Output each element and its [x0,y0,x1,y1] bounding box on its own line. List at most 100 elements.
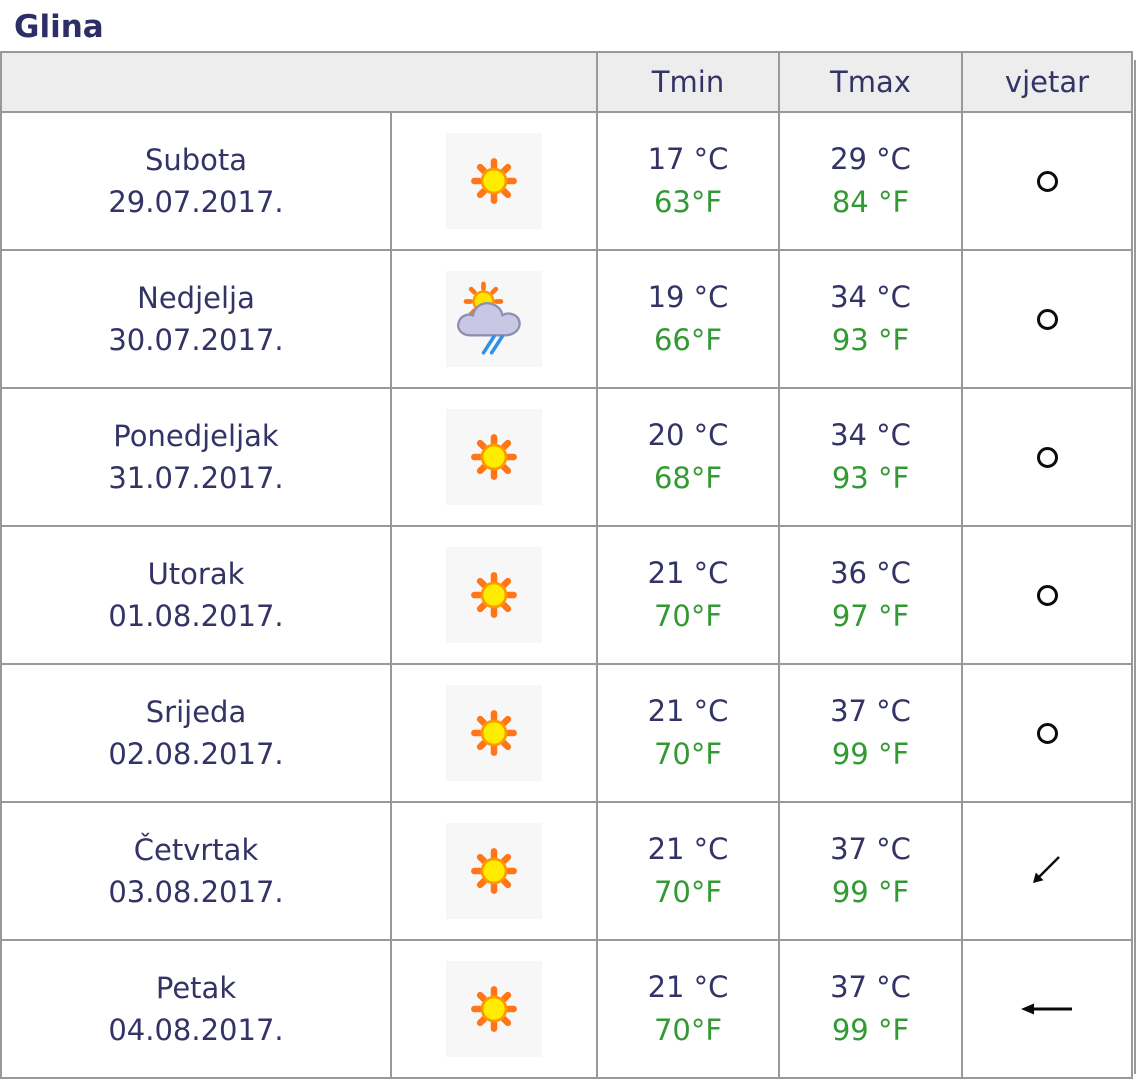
header-row: Tmin Tmax vjetar [0,51,1133,113]
tmax-celsius: 37 °C [830,694,911,728]
calm-wind-circle-icon [1036,446,1058,468]
forecast-row: Subota 29.07.2017. [0,111,1133,251]
tmax-celsius: 29 °C [830,142,911,176]
forecast-row: Utorak 01.08.2017. [0,525,1133,665]
day-date: 02.08.2017. [108,737,284,771]
day-name: Petak [155,971,237,1005]
tmax-cell: 34 °C 93 °F [778,387,963,527]
weather-icon-background [446,271,542,367]
tmax-cell: 37 °C 99 °F [778,801,963,941]
tmin-cell: 21 °C 70°F [596,663,780,803]
tmin-celsius: 21 °C [647,556,729,590]
tmax-fahrenheit: 99 °F [831,1013,910,1047]
forecast-row: Srijeda 02.08.2017. [0,663,1133,803]
sun-icon [471,986,517,1032]
calm-wind-circle-icon [1036,308,1058,330]
weather-icon-cell [390,111,598,251]
weather-icon-background [446,133,542,229]
tmin-cell: 17 °C 63°F [596,111,780,251]
tmin-cell: 21 °C 70°F [596,525,780,665]
wind-cell [961,801,1133,941]
forecast-row: Nedjelja 30.07.2017. [0,249,1133,389]
header-empty-cell [0,51,598,113]
tmax-fahrenheit: 97 °F [831,599,910,633]
sun-cloud-rain-icon [457,281,521,355]
day-name: Nedjelja [137,281,255,315]
day-cell: Četvrtak 03.08.2017. [0,801,392,941]
tmax-celsius: 37 °C [830,832,911,866]
sun-icon [471,434,517,480]
tmax-fahrenheit: 99 °F [831,737,910,771]
tmax-fahrenheit: 99 °F [831,875,910,909]
wind-cell [961,525,1133,665]
tmax-cell: 37 °C 99 °F [778,663,963,803]
header-vjetar: vjetar [961,51,1133,113]
sun-icon [471,710,517,756]
day-cell: Petak 04.08.2017. [0,939,392,1079]
cropped-next-column-border [1134,60,1136,1074]
calm-wind-circle-icon [1036,722,1058,744]
weather-icon-background [446,961,542,1057]
day-date: 30.07.2017. [108,323,284,357]
tmin-fahrenheit: 70°F [653,737,723,771]
tmax-cell: 37 °C 99 °F [778,939,963,1079]
tmin-celsius: 21 °C [647,694,729,728]
weather-icon-cell [390,249,598,389]
day-date: 04.08.2017. [108,1013,284,1047]
tmax-cell: 36 °C 97 °F [778,525,963,665]
tmin-cell: 19 °C 66°F [596,249,780,389]
tmax-fahrenheit: 84 °F [831,185,910,219]
wind-west-arrow-icon [1021,1003,1072,1015]
wind-cell [961,939,1133,1079]
tmin-fahrenheit: 70°F [653,599,723,633]
header-tmax: Tmax [778,51,963,113]
day-cell: Utorak 01.08.2017. [0,525,392,665]
tmin-fahrenheit: 66°F [653,323,723,357]
forecast-table: Tmin Tmax vjetar Subota 29.07.2017. [0,51,1133,1079]
day-name: Četvrtak [133,833,259,867]
day-date: 03.08.2017. [108,875,284,909]
calm-wind-circle-icon [1036,584,1058,606]
weather-icon-background [446,823,542,919]
tmax-cell: 34 °C 93 °F [778,249,963,389]
day-name: Srijeda [145,695,247,729]
calm-wind-circle-icon [1036,170,1058,192]
wind-southwest-arrow-icon [1033,856,1060,883]
sun-icon [471,572,517,618]
day-name: Subota [144,143,248,177]
header-tmin: Tmin [596,51,780,113]
day-cell: Subota 29.07.2017. [0,111,392,251]
tmax-cell: 29 °C 84 °F [778,111,963,251]
forecast-row: Petak 04.08.2017. [0,939,1133,1079]
tmin-cell: 20 °C 68°F [596,387,780,527]
day-date: 01.08.2017. [108,599,284,633]
wind-cell [961,249,1133,389]
weather-icon-background [446,685,542,781]
tmin-cell: 21 °C 70°F [596,801,780,941]
wind-cell [961,111,1133,251]
weather-icon-cell [390,939,598,1079]
wind-cell [961,387,1133,527]
tmin-celsius: 17 °C [647,142,729,176]
page-title: Glina [14,9,104,45]
wind-cell [961,663,1133,803]
weather-icon-background [446,409,542,505]
weather-icon-cell [390,663,598,803]
tmax-celsius: 34 °C [830,280,911,314]
day-name: Ponedjeljak [113,419,279,453]
day-date: 31.07.2017. [108,461,284,495]
tmax-fahrenheit: 93 °F [831,461,910,495]
sun-icon [471,848,517,894]
forecast-row: Četvrtak 03.08.2017. [0,801,1133,941]
day-name: Utorak [147,557,245,591]
weather-icon-cell [390,387,598,527]
tmin-fahrenheit: 63°F [653,185,723,219]
tmin-celsius: 21 °C [647,970,729,1004]
tmin-celsius: 20 °C [647,418,729,452]
weather-icon-background [446,547,542,643]
weather-icon-cell [390,525,598,665]
sun-icon [471,158,517,204]
tmax-celsius: 37 °C [830,970,911,1004]
tmin-cell: 21 °C 70°F [596,939,780,1079]
tmin-fahrenheit: 68°F [653,461,723,495]
